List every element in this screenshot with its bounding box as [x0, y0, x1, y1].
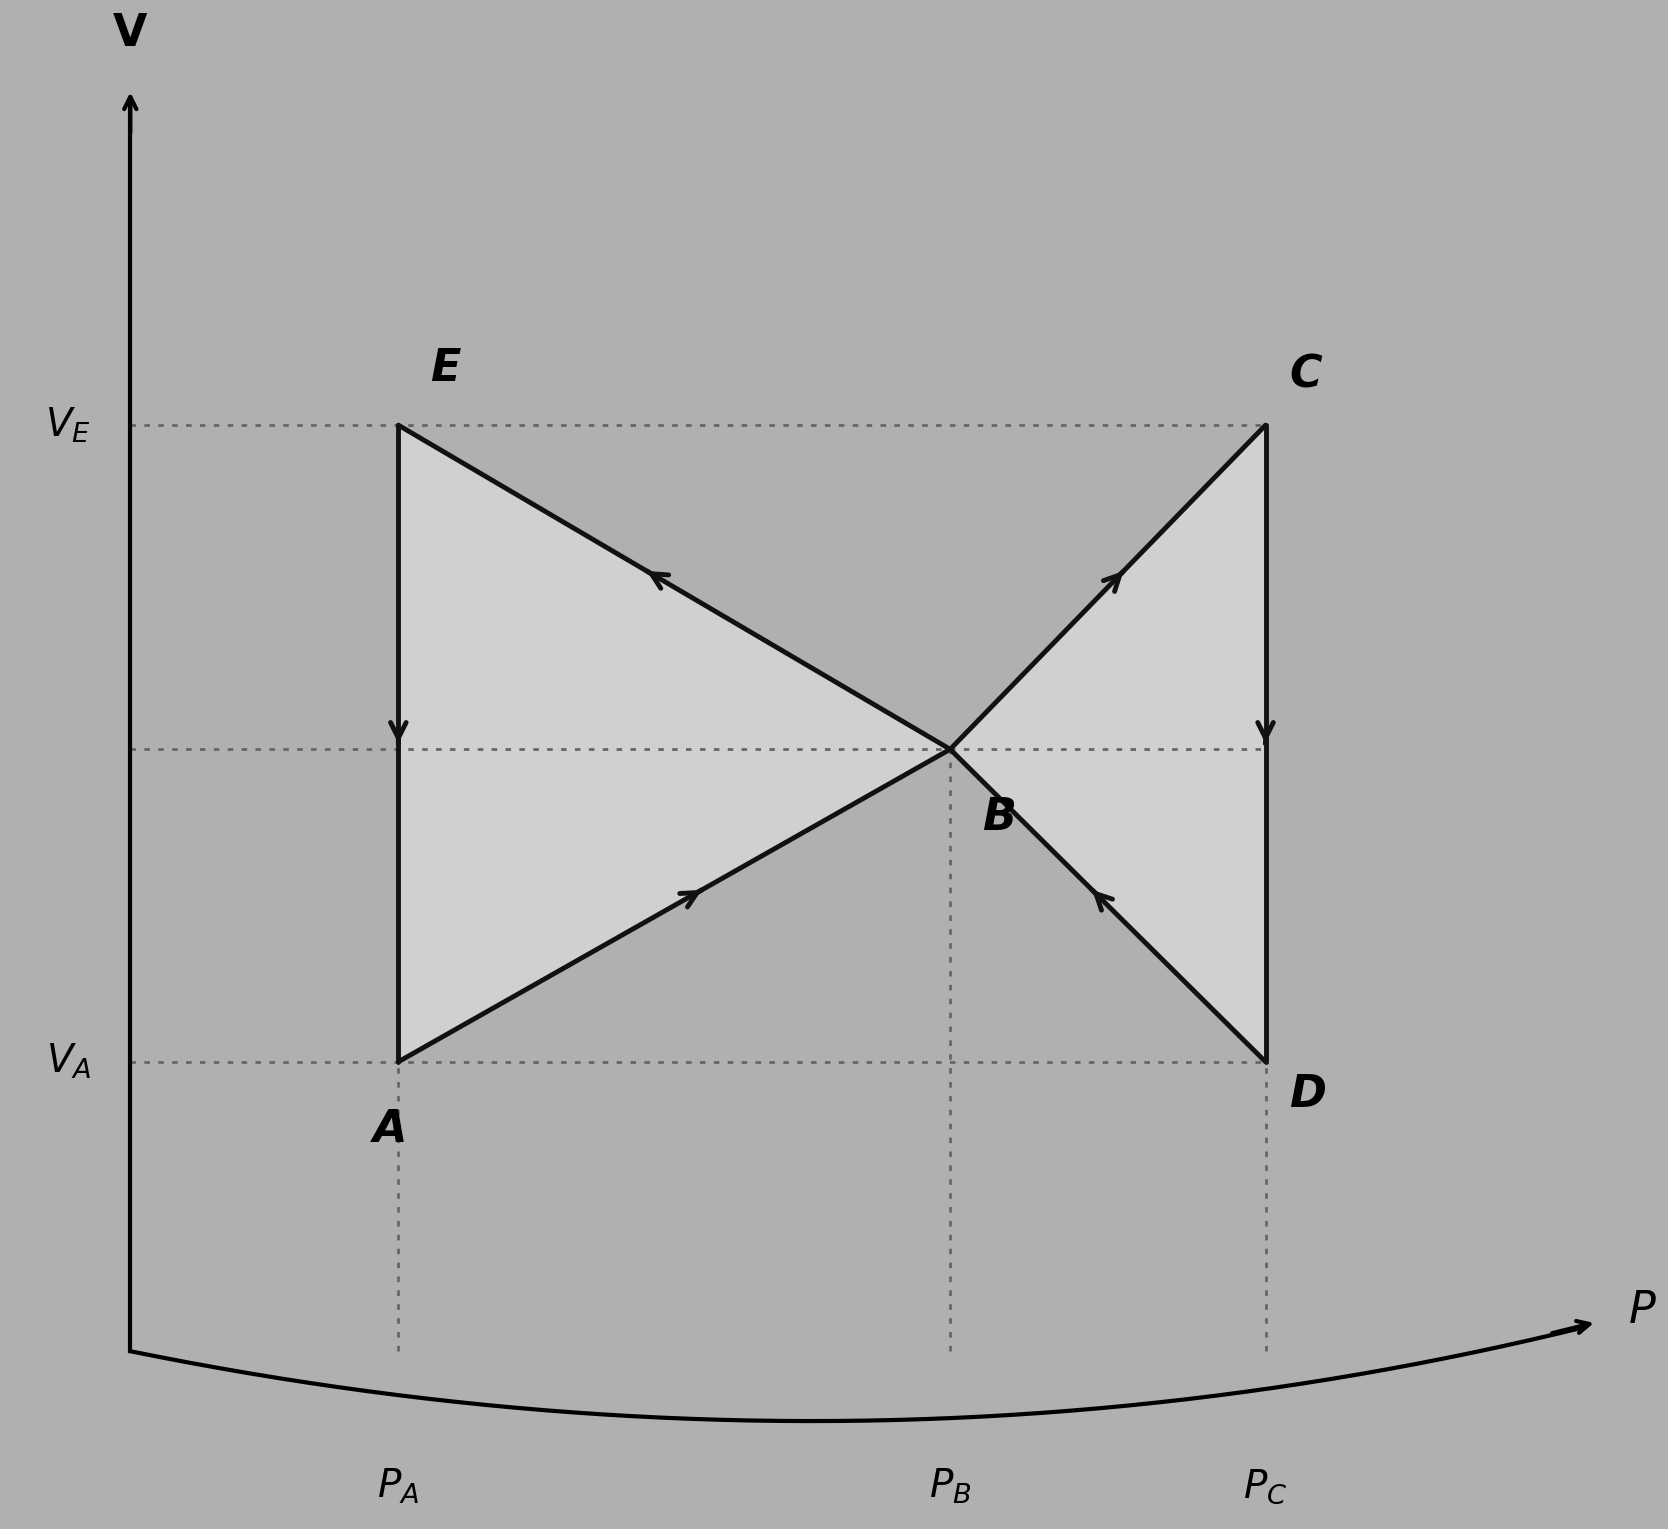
Text: $\it{P}$: $\it{P}$: [1628, 1289, 1656, 1332]
Text: E: E: [430, 347, 460, 390]
Text: $V_E$: $V_E$: [45, 405, 90, 445]
Text: V: V: [113, 12, 147, 55]
Text: D: D: [1289, 1073, 1326, 1116]
Polygon shape: [951, 425, 1266, 1061]
Text: $P_B$: $P_B$: [929, 1466, 971, 1506]
Text: B: B: [982, 795, 1016, 838]
Text: A: A: [374, 1109, 407, 1151]
Text: $P_C$: $P_C$: [1243, 1466, 1288, 1506]
Text: C: C: [1289, 353, 1321, 396]
Text: $P_A$: $P_A$: [377, 1466, 419, 1506]
Text: $V_A$: $V_A$: [45, 1043, 90, 1081]
Polygon shape: [399, 425, 951, 1061]
